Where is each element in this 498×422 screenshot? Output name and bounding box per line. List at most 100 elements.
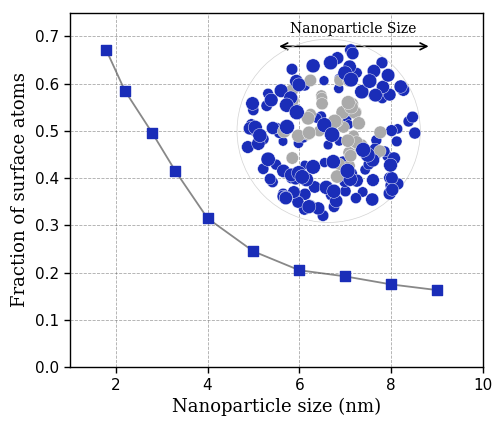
Point [290, 189, 298, 195]
Point [279, 168, 287, 174]
Point [348, 100, 356, 107]
Point [387, 182, 395, 189]
Point [306, 203, 314, 209]
Point [300, 206, 308, 213]
Point [336, 160, 344, 166]
Point [275, 130, 283, 136]
Point [263, 103, 271, 109]
Point [299, 135, 307, 141]
Point [345, 149, 353, 156]
Point [361, 151, 369, 158]
Point [292, 176, 300, 182]
Point [358, 89, 366, 95]
Point [282, 194, 290, 201]
Point [248, 121, 255, 128]
Point [121, 87, 129, 94]
Point [251, 124, 259, 131]
Point [272, 161, 280, 168]
Point [352, 195, 360, 202]
Point [346, 178, 354, 185]
Point [408, 114, 416, 120]
Point [359, 189, 367, 195]
Point [329, 158, 337, 165]
Point [287, 95, 295, 101]
Point [256, 132, 264, 139]
Point [339, 109, 347, 116]
Point [370, 92, 378, 99]
Point [279, 138, 287, 145]
Point [330, 203, 338, 210]
Point [295, 170, 303, 176]
Point [399, 87, 407, 93]
Point [295, 81, 303, 88]
Point [349, 50, 357, 57]
Point [305, 130, 313, 136]
Point [280, 128, 288, 135]
Point [298, 173, 306, 180]
Point [345, 77, 353, 84]
Point [341, 273, 349, 280]
Point [282, 195, 290, 201]
Point [347, 104, 355, 111]
Point [246, 125, 254, 132]
Point [344, 99, 352, 106]
Point [288, 175, 296, 181]
Point [345, 121, 353, 128]
Point [369, 196, 376, 203]
Point [294, 199, 302, 206]
Point [370, 68, 378, 75]
Point [328, 131, 336, 138]
Point [404, 118, 412, 125]
Point [394, 181, 402, 187]
Point [301, 162, 309, 168]
Point [320, 122, 328, 128]
Point [259, 165, 267, 172]
Point [347, 100, 355, 106]
Point [315, 128, 323, 135]
Point [322, 184, 330, 191]
Point [343, 68, 351, 75]
Point [273, 125, 281, 132]
Point [103, 47, 111, 54]
Point [317, 113, 325, 119]
Point [309, 62, 317, 69]
Point [305, 203, 313, 210]
Point [254, 140, 262, 147]
Point [331, 118, 339, 125]
Point [385, 91, 393, 98]
Point [333, 118, 341, 124]
Point [306, 77, 314, 84]
Point [346, 162, 354, 169]
Point [383, 153, 391, 160]
Y-axis label: Fraction of surface atoms: Fraction of surface atoms [11, 73, 29, 307]
Point [304, 115, 312, 122]
Point [433, 287, 441, 293]
Point [249, 248, 257, 255]
Point [288, 87, 296, 94]
Point [327, 60, 335, 66]
Point [352, 108, 360, 115]
Point [390, 155, 398, 162]
Point [346, 176, 354, 183]
Point [319, 212, 327, 219]
Point [309, 163, 317, 170]
Text: Nanoparticle Size: Nanoparticle Size [290, 22, 416, 36]
Point [204, 215, 212, 222]
Point [251, 127, 259, 134]
Point [318, 95, 326, 101]
Point [372, 151, 380, 158]
Point [385, 190, 393, 197]
Point [359, 146, 367, 153]
Point [376, 129, 384, 136]
Point [322, 185, 330, 192]
Point [388, 187, 396, 193]
Point [267, 97, 275, 103]
Point [314, 205, 322, 212]
Point [311, 184, 319, 190]
Point [346, 63, 354, 70]
Point [361, 166, 369, 173]
Point [379, 84, 387, 90]
Point [307, 111, 315, 117]
Point [264, 156, 272, 162]
Point [387, 127, 395, 134]
